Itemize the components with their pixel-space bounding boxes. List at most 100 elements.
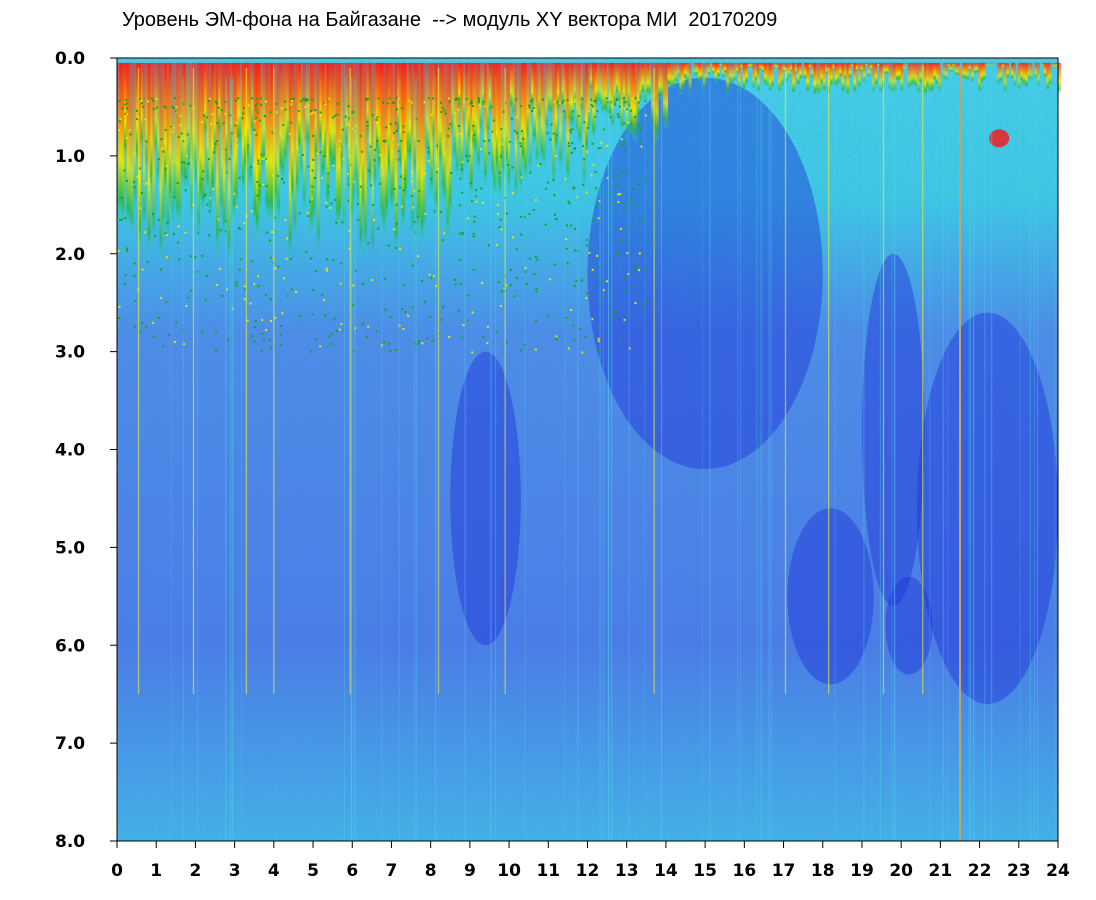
hot-band-column (208, 62, 212, 228)
speckle-dot (242, 106, 245, 109)
speckle-dot (421, 342, 424, 345)
speckle-dot (556, 101, 559, 104)
hot-band-column (639, 62, 643, 105)
speckle-dot (206, 116, 209, 119)
speckle-dot (513, 295, 516, 298)
hot-band-column (265, 62, 269, 225)
hot-band-column (201, 62, 205, 221)
speckle-dot (395, 129, 398, 132)
speckle-dot (283, 277, 286, 280)
hot-band-column (458, 62, 462, 112)
speckle-dot (238, 227, 241, 230)
speckle-dot (187, 296, 190, 299)
speckle-dot (555, 134, 558, 137)
speckle-dot (471, 351, 474, 354)
speckle-dot (644, 99, 647, 102)
speckle-dot (325, 267, 328, 270)
hot-band-column (185, 62, 189, 196)
speckle-dot (314, 109, 317, 112)
speckle-dot (265, 231, 268, 234)
speckle-dot (243, 285, 246, 288)
hot-band-column (229, 62, 233, 163)
speckle-dot (499, 304, 502, 307)
speckle-dot (177, 225, 180, 228)
speckle-dot (443, 232, 446, 235)
speckle-dot (537, 164, 540, 167)
speckle-dot (530, 100, 533, 103)
hot-band-column (451, 62, 455, 139)
speckle-dot (441, 106, 444, 109)
speckle-dot (138, 97, 141, 100)
speckle-dot (154, 235, 157, 238)
speckle-dot (253, 120, 256, 123)
hot-band-column (547, 62, 551, 116)
speckle-dot (225, 288, 228, 291)
speckle-dot (500, 290, 503, 293)
speckle-dot (174, 97, 177, 100)
speckle-dot (534, 255, 537, 258)
speckle-dot (610, 101, 613, 104)
speckle-dot (448, 100, 451, 103)
hot-spot (989, 129, 1010, 148)
speckle-dot (534, 198, 537, 201)
hot-band-column (140, 62, 144, 152)
deep-blue-region (885, 576, 933, 675)
hot-band-column (862, 62, 866, 84)
speckle-dot (341, 221, 344, 224)
speckle-dot (361, 322, 364, 325)
hot-band-column (368, 62, 372, 191)
speckle-dot (567, 142, 570, 145)
speckle-dot (186, 133, 189, 136)
hot-band-column (893, 62, 897, 94)
speckle-dot (575, 280, 578, 283)
hot-band-column (225, 62, 229, 176)
hot-band-column (364, 62, 367, 258)
speckle-dot (312, 111, 315, 114)
hot-band-column (117, 62, 120, 227)
hot-band-column (401, 62, 405, 237)
speckle-dot (461, 336, 464, 339)
speckle-dot (277, 265, 280, 268)
speckle-dot (586, 244, 589, 247)
hot-band-column (493, 62, 497, 203)
speckle-dot (586, 126, 589, 129)
speckle-dot (213, 151, 216, 154)
speckle-dot (140, 99, 143, 102)
speckle-dot (418, 190, 421, 193)
speckle-dot (473, 133, 476, 136)
speckle-dot (327, 185, 330, 188)
speckle-dot (265, 328, 268, 331)
speckle-dot (553, 100, 556, 103)
speckle-dot (636, 124, 639, 127)
speckle-dot (439, 210, 442, 213)
speckle-dot (596, 349, 599, 352)
speckle-dot (125, 136, 128, 139)
speckle-dot (423, 101, 426, 104)
speckle-dot (390, 316, 393, 319)
speckle-dot (217, 218, 220, 221)
speckle-dot (627, 227, 630, 230)
hot-band-column (775, 62, 779, 70)
hot-band-column (825, 62, 829, 76)
speckle-dot (411, 306, 414, 309)
speckle-dot (315, 270, 318, 273)
speckle-dot (525, 283, 528, 286)
hot-band-column (738, 62, 742, 92)
speckle-dot (634, 97, 637, 100)
hot-band-column (356, 62, 360, 218)
hot-band-column (196, 62, 200, 247)
speckle-dot (239, 227, 242, 230)
speckle-dot (462, 324, 465, 327)
speckle-dot (591, 142, 594, 145)
speckle-dot (386, 102, 389, 105)
speckle-dot (231, 132, 234, 135)
speckle-dot (427, 97, 430, 100)
hot-band-column (375, 62, 379, 160)
speckle-dot (209, 197, 212, 200)
speckle-dot (460, 168, 463, 171)
speckle-dot (274, 267, 277, 270)
hot-band-column (606, 62, 610, 119)
speckle-dot (583, 121, 586, 124)
hot-band-column (938, 62, 941, 94)
hot-band-column (124, 62, 128, 160)
